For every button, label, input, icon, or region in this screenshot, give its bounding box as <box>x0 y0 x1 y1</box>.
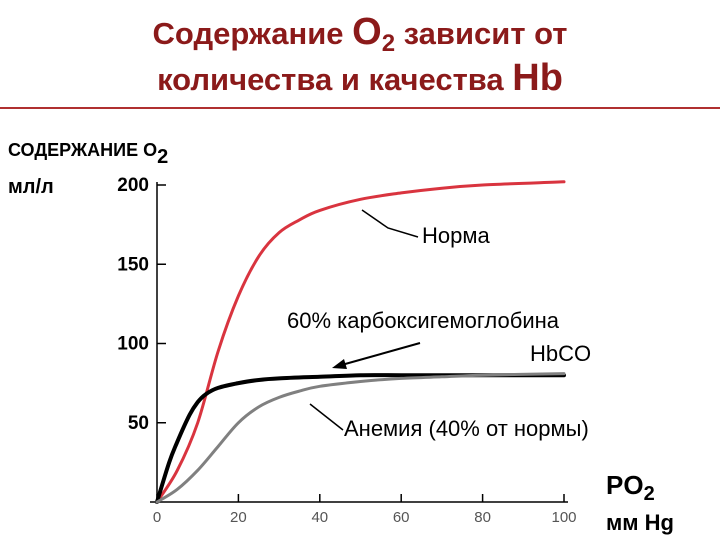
y-tick-label: 200 <box>117 175 149 196</box>
x-tick-label: 20 <box>230 509 247 526</box>
annotation-carboxy-line-2: HbCO <box>530 341 591 366</box>
slide-title-line-2: количества и качества Hb <box>0 58 720 100</box>
y-axis-unit: мл/л <box>8 176 54 198</box>
x-axis-title-text: PO <box>606 470 644 500</box>
pointer-carboxy <box>337 342 421 367</box>
y-axis-title: СОДЕРЖАНИЕ O2 <box>8 140 168 168</box>
pointer-norma <box>361 209 419 238</box>
title-text-2a: количества и качества <box>157 62 513 97</box>
x-axis-unit: мм Hg <box>606 510 674 535</box>
x-tick-label: 100 <box>551 509 576 526</box>
title-hb-symbol: Hb <box>512 57 563 99</box>
x-tick-label: 80 <box>474 509 491 526</box>
title-text-1b: зависит от <box>395 16 568 51</box>
x-tick-label: 40 <box>311 509 328 526</box>
series-line-carboxy <box>155 373 566 504</box>
y-tick-label: 150 <box>117 254 149 275</box>
slide-title-line-1: Содержание O2 зависит от <box>0 12 720 64</box>
annotation-norma: Норма <box>422 223 490 248</box>
title-o2-subscript: 2 <box>381 30 396 58</box>
chart-series <box>155 180 566 504</box>
title-text-1a: Содержание <box>152 16 353 51</box>
pointer-anemia <box>309 403 344 431</box>
x-axis-title-subscript: 2 <box>644 483 655 505</box>
y-tick-label: 50 <box>128 413 149 434</box>
chart-ticks: 0 20 40 60 80 100 200 150 100 50 <box>117 175 576 526</box>
annotation-anemia: Анемия (40% от нормы) <box>344 416 589 441</box>
y-axis-title-text: СОДЕРЖАНИЕ O <box>8 140 157 160</box>
chart-axes <box>150 182 568 503</box>
series-line-anemia <box>155 372 566 504</box>
x-axis-title: PO2 <box>606 470 655 505</box>
y-tick-label: 100 <box>117 334 149 355</box>
x-tick-label: 60 <box>393 509 410 526</box>
chart-labels: СОДЕРЖАНИЕ O2 мл/л PO2 мм Hg Норма 60% к… <box>8 140 674 535</box>
title-o2-symbol: O <box>352 11 382 53</box>
series-line-norma <box>155 180 566 504</box>
x-tick-label: 0 <box>153 509 161 526</box>
annotation-carboxy-line-1: 60% карбоксигемоглобина <box>287 308 560 333</box>
pointer-carboxy-arrowhead <box>332 359 347 369</box>
title-divider <box>0 107 720 109</box>
y-axis-title-subscript: 2 <box>157 146 168 168</box>
